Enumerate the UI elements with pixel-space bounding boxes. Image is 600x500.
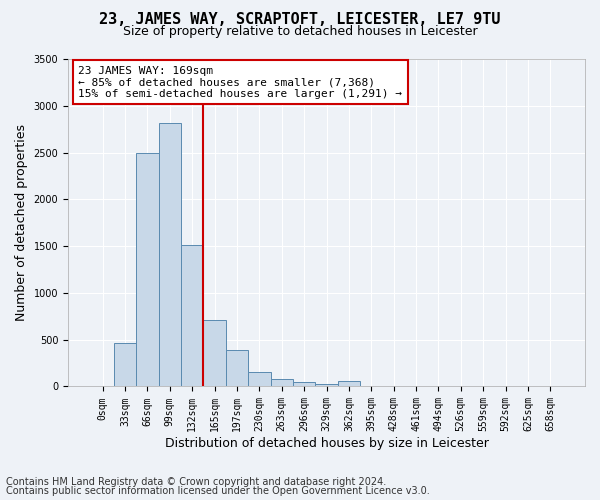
- Text: 23, JAMES WAY, SCRAPTOFT, LEICESTER, LE7 9TU: 23, JAMES WAY, SCRAPTOFT, LEICESTER, LE7…: [99, 12, 501, 28]
- X-axis label: Distribution of detached houses by size in Leicester: Distribution of detached houses by size …: [164, 437, 488, 450]
- Bar: [181, 245, 203, 386]
- Text: Contains HM Land Registry data © Crown copyright and database right 2024.: Contains HM Land Registry data © Crown c…: [6, 477, 386, 487]
- Bar: [293, 382, 316, 386]
- Bar: [271, 379, 293, 386]
- Text: Contains public sector information licensed under the Open Government Licence v3: Contains public sector information licen…: [6, 486, 430, 496]
- Text: 23 JAMES WAY: 169sqm
← 85% of detached houses are smaller (7,368)
15% of semi-de: 23 JAMES WAY: 169sqm ← 85% of detached h…: [79, 66, 403, 98]
- Bar: [136, 152, 158, 386]
- Bar: [338, 381, 360, 386]
- Bar: [158, 122, 181, 386]
- Bar: [226, 350, 248, 387]
- Bar: [316, 384, 338, 386]
- Bar: [203, 320, 226, 386]
- Bar: [248, 372, 271, 386]
- Bar: [114, 344, 136, 386]
- Y-axis label: Number of detached properties: Number of detached properties: [15, 124, 28, 321]
- Text: Size of property relative to detached houses in Leicester: Size of property relative to detached ho…: [122, 25, 478, 38]
